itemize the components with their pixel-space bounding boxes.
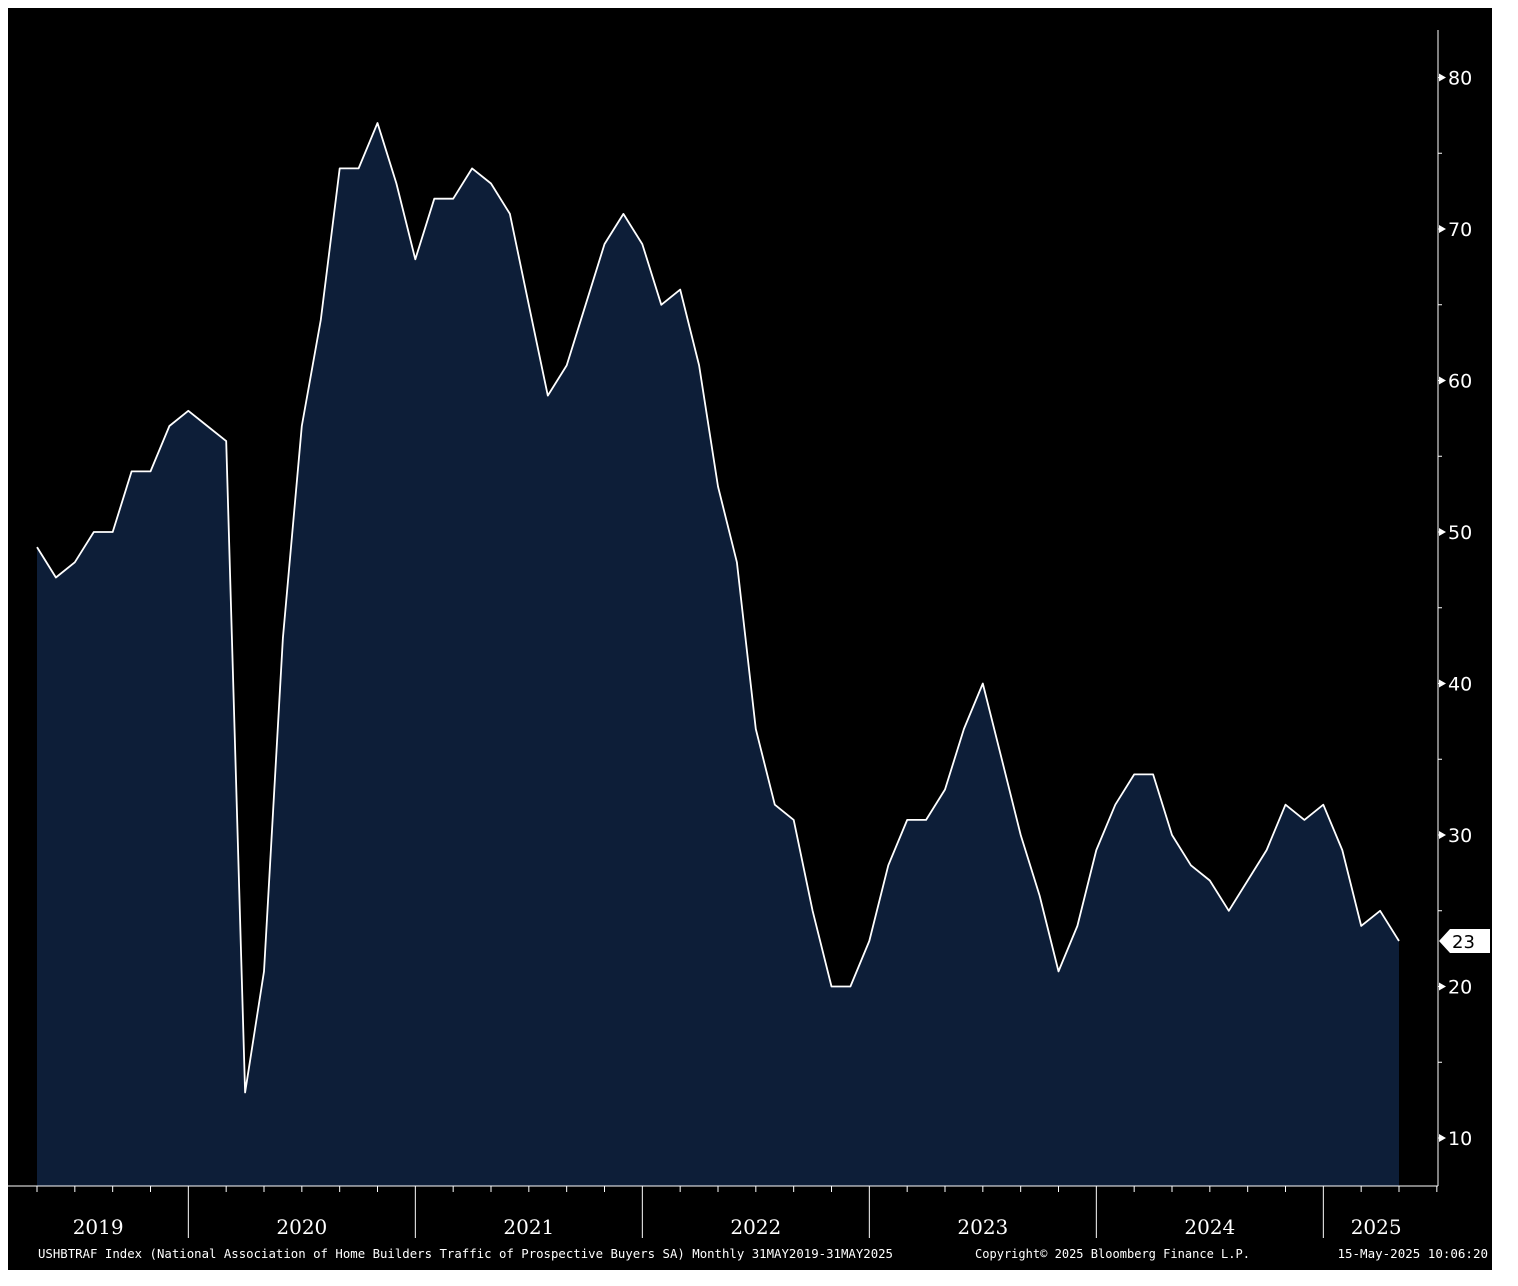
- area-layer: [36, 122, 1400, 1186]
- y-tick-marker: [1439, 1134, 1446, 1142]
- y-tick-marker: [1439, 376, 1446, 385]
- x-year-label: 2023: [957, 1215, 1008, 1239]
- y-tick-label: 40: [1448, 674, 1472, 696]
- y-tick-label: 80: [1448, 68, 1472, 90]
- last-value-label: 23: [1452, 932, 1475, 953]
- y-tick-label: 70: [1448, 219, 1472, 241]
- y-tick-label: 10: [1448, 1128, 1472, 1150]
- label-layer: 10 20 30 40 50 60 70 80 2019 2020 2021 2022 2023 2024…: [73, 68, 1490, 1239]
- y-tick-label: 30: [1448, 825, 1472, 847]
- copyright-text: Copyright© 2025 Bloomberg Finance L.P.: [975, 1246, 1250, 1261]
- y-tick-marker: [1439, 73, 1446, 82]
- y-tick-label: 60: [1448, 371, 1472, 393]
- x-year-label: 2021: [503, 1215, 554, 1239]
- x-year-label: 2019: [73, 1215, 124, 1239]
- x-year-label: 2025: [1351, 1215, 1402, 1239]
- y-tick-label: 50: [1448, 522, 1472, 544]
- y-tick-label: 20: [1448, 977, 1472, 999]
- axis-layer: [8, 30, 1446, 1238]
- x-year-label: 2022: [730, 1215, 781, 1239]
- series-area: [37, 123, 1399, 1186]
- x-year-label: 2024: [1184, 1215, 1235, 1239]
- timestamp-text: 15-May-2025 10:06:20: [1337, 1246, 1488, 1261]
- last-value-tag: [1439, 929, 1490, 954]
- series-line: [36, 122, 1400, 1094]
- y-tick-marker: [1439, 679, 1446, 688]
- series-description: USHBTRAF Index (National Association of …: [38, 1246, 893, 1261]
- y-tick-marker: [1439, 831, 1446, 839]
- y-tick-marker: [1439, 982, 1446, 991]
- footer: USHBTRAF Index (National Association of …: [38, 1246, 1488, 1261]
- y-tick-marker: [1439, 225, 1446, 233]
- y-tick-marker: [1439, 528, 1446, 536]
- x-year-label: 2020: [276, 1215, 327, 1239]
